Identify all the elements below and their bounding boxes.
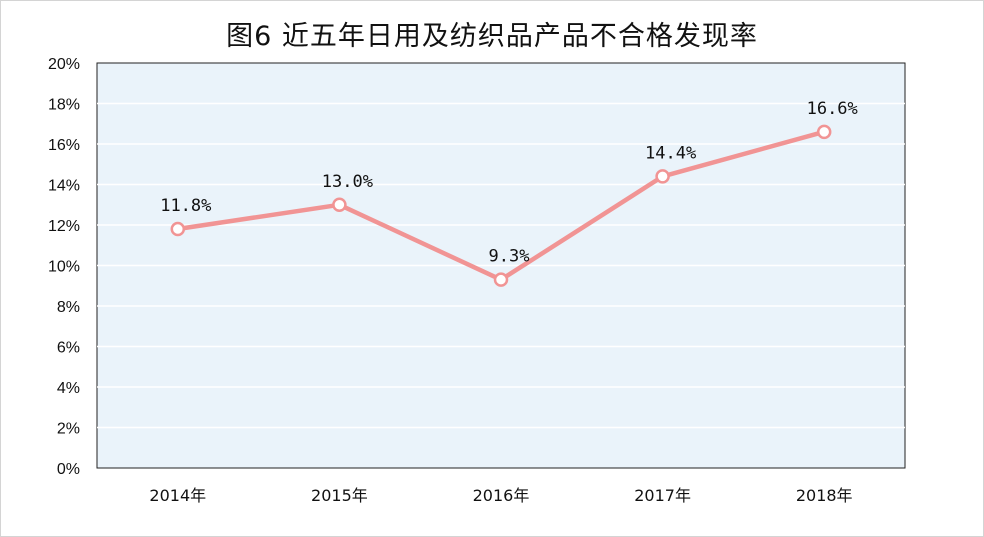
data-labels: 11.8% 13.0% 9.3% 14.4% 16.6%: [160, 99, 858, 267]
y-tick-label: 4%: [57, 380, 80, 397]
y-tick-label: 16%: [48, 137, 80, 154]
data-label: 13.0%: [322, 172, 373, 192]
x-tick-label: 2015年: [311, 486, 368, 505]
data-markers: [170, 124, 832, 287]
data-point-marker: [655, 169, 670, 184]
x-tick-label: 2017年: [634, 486, 691, 505]
y-tick-label: 12%: [48, 218, 80, 235]
y-tick-label: 6%: [57, 340, 80, 357]
data-label: 9.3%: [489, 247, 530, 267]
x-tick-label: 2014年: [149, 486, 206, 505]
data-point-marker: [493, 272, 509, 287]
y-tick-label: 20%: [48, 56, 80, 73]
grid-lines: [97, 102, 905, 429]
chart-title: 图6 近五年日用及纺织品产品不合格发现率: [226, 21, 758, 52]
y-tick-label: 14%: [48, 178, 80, 195]
data-point-marker: [816, 124, 832, 140]
data-point-marker: [332, 197, 347, 212]
data-point-marker: [170, 221, 186, 237]
x-tick-label: 2018年: [796, 486, 853, 505]
x-axis-ticks: 2014年 2015年 2016年 2017年 2018年: [149, 486, 852, 505]
y-tick-label: 2%: [57, 421, 80, 438]
y-tick-label: 10%: [48, 259, 80, 276]
y-tick-label: 8%: [57, 299, 80, 316]
y-tick-label: 18%: [48, 97, 80, 114]
x-tick-label: 2016年: [473, 486, 530, 505]
y-tick-label: 0%: [57, 461, 80, 478]
data-label: 16.6%: [807, 99, 858, 119]
data-label: 14.4%: [645, 143, 696, 163]
y-axis-ticks: 0% 2% 4% 6% 8% 10% 12% 14% 16% 18% 20%: [48, 56, 80, 478]
data-label: 11.8%: [160, 196, 211, 216]
